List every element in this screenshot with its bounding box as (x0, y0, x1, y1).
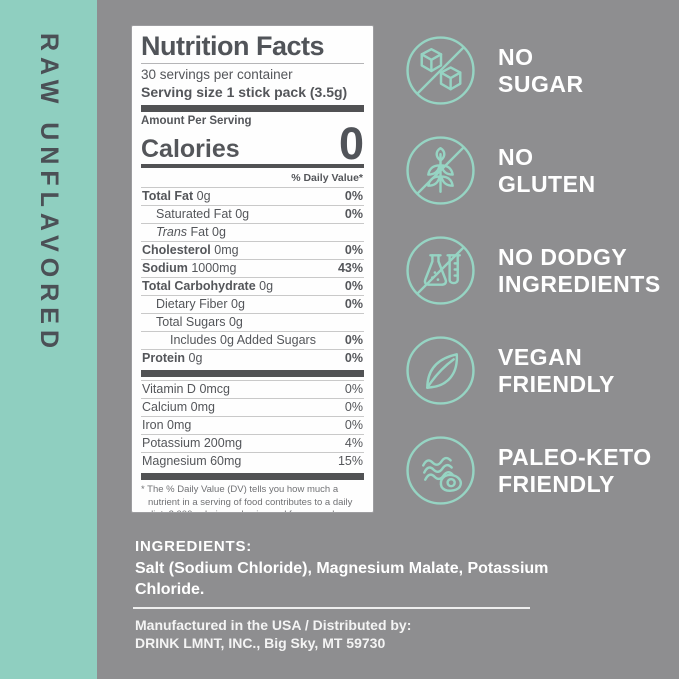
nutrient-row: Vitamin D 0mcg 0% (141, 380, 364, 396)
daily-value-footnote: * The % Daily Value (DV) tells you how m… (141, 484, 353, 512)
daily-value: 4% (344, 436, 363, 450)
nutrient-row: Includes 0g Added Sugars 0% (141, 331, 364, 349)
feature-badge: NO GLUTEN (404, 134, 661, 207)
nutrient-row: Total Sugars 0g (141, 313, 364, 331)
manufactured-line: Manufactured in the USA / Distributed by… (135, 617, 412, 633)
daily-value: 0% (344, 279, 363, 293)
thick-divider-bar (141, 370, 364, 377)
nutrient-row: Magnesium 60mg 15% (141, 452, 364, 468)
no-sugar-icon (404, 34, 477, 107)
flavor-name: RAW UNFLAVORED (35, 33, 63, 355)
feature-badge: NO SUGAR (404, 34, 661, 107)
badge-label: NO GLUTEN (498, 143, 596, 197)
nutrient-rows: Total Fat 0g 0% Saturated Fat 0g 0% Trans Fa… (141, 187, 364, 367)
flavor-sidebar: RAW UNFLAVORED (0, 0, 97, 679)
thick-divider-bar (141, 105, 364, 112)
daily-value: 0% (344, 351, 363, 365)
feature-badges: NO SUGAR NO GLUTEN NO DODGY INGREDIENTS VEGAN F… (404, 34, 661, 534)
nutrient-row: Dietary Fiber 0g 0% (141, 295, 364, 313)
daily-value: 0% (344, 418, 363, 432)
feature-badge: NO DODGY INGREDIENTS (404, 234, 661, 307)
daily-value: 0% (344, 189, 363, 203)
nutrient-row: Sodium 1000mg 43% (141, 259, 364, 275)
daily-value: 0% (344, 400, 363, 414)
daily-value: 0% (344, 207, 363, 221)
nutrient-row: Trans Fat 0g (141, 223, 364, 241)
medium-divider-bar (141, 164, 364, 168)
daily-value: 43% (337, 261, 363, 275)
badge-label: NO SUGAR (498, 43, 584, 97)
nutrient-row: Total Carbohydrate 0g 0% (141, 277, 364, 293)
ingredients-section: INGREDIENTS: Salt (Sodium Chloride), Mag… (135, 538, 575, 600)
nutrient-row: Protein 0g 0% (141, 349, 364, 365)
serving-size: Serving size 1 stick pack (3.5g) (141, 84, 348, 100)
vegan-friendly-icon (404, 334, 477, 407)
badge-label: PALEO-KETO FRIENDLY (498, 443, 652, 497)
feature-badge: VEGAN FRIENDLY (404, 334, 661, 407)
amount-per-serving-label: Amount Per Serving (141, 115, 252, 127)
thick-divider-bar (141, 473, 364, 480)
daily-value: 0% (344, 382, 363, 396)
manufacturer-info: Manufactured in the USA / Distributed by… (135, 616, 411, 652)
paleo-keto-friendly-icon (404, 434, 477, 507)
nutrient-row: Total Fat 0g 0% (141, 187, 364, 203)
ingredients-heading: INGREDIENTS: (135, 538, 253, 555)
nutrition-facts-panel: Nutrition Facts 30 servings per containe… (131, 25, 374, 513)
divider-line (141, 63, 364, 64)
nutrient-row: Potassium 200mg 4% (141, 434, 364, 450)
daily-value: 0% (344, 243, 363, 257)
daily-value: 0% (344, 333, 363, 347)
feature-badge: PALEO-KETO FRIENDLY (404, 434, 661, 507)
daily-value: 0% (344, 297, 363, 311)
daily-value: 15% (337, 454, 363, 468)
micronutrient-rows: Vitamin D 0mcg 0% Calcium 0mg 0% Iron 0mg 0% P… (141, 380, 364, 470)
nutrient-row: Cholesterol 0mg 0% (141, 241, 364, 257)
badge-label: NO DODGY INGREDIENTS (498, 243, 661, 297)
no-dodgy-ingredients-icon (404, 234, 477, 307)
no-gluten-icon (404, 134, 477, 207)
nutrient-row: Iron 0mg 0% (141, 416, 364, 432)
distributor-line: DRINK LMNT, INC., Big Sky, MT 59730 (135, 635, 386, 651)
calories-value: 0 (338, 118, 364, 169)
nutrient-row: Calcium 0mg 0% (141, 398, 364, 414)
badge-label: VEGAN FRIENDLY (498, 343, 615, 397)
calories-row: Calories 0 (141, 118, 364, 169)
nutrition-facts-title: Nutrition Facts (141, 31, 325, 61)
daily-value-header: % Daily Value* (291, 172, 363, 184)
ingredients-list: Salt (Sodium Chloride), Magnesium Malate… (135, 560, 549, 598)
footer-divider-line (133, 607, 530, 609)
servings-per-container: 30 servings per container (141, 67, 293, 82)
nutrient-row: Saturated Fat 0g 0% (141, 205, 364, 223)
calories-label: Calories (141, 135, 240, 163)
